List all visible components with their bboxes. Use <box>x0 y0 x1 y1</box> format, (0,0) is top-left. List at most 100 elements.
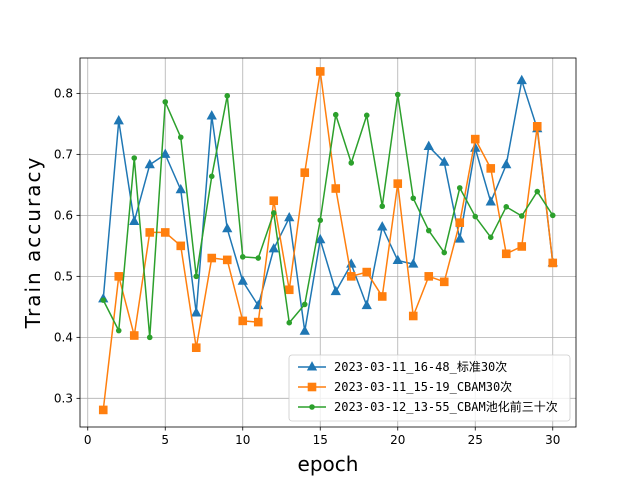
y-tick-label: 0.6 <box>54 208 73 222</box>
x-tick-label: 15 <box>313 433 328 447</box>
data-point-series-3 <box>270 210 277 216</box>
legend-label: 2023-03-12_13-55_CBAM池化前三十次 <box>334 399 558 414</box>
data-point-series-1 <box>206 110 217 120</box>
data-point-series-1 <box>175 183 186 194</box>
data-point-series-3 <box>425 227 432 234</box>
data-point-series-1 <box>237 275 248 285</box>
series-1 <box>98 74 558 335</box>
data-point-series-3 <box>410 195 417 202</box>
data-point-series-3 <box>239 254 246 260</box>
data-point-series-2 <box>300 168 310 177</box>
x-tick-label: 20 <box>390 433 405 447</box>
data-point-series-3 <box>286 319 293 326</box>
data-point-series-3 <box>146 334 153 341</box>
data-point-series-3 <box>348 160 355 166</box>
data-point-series-2 <box>253 317 263 327</box>
data-point-series-3 <box>224 93 231 99</box>
data-point-series-2 <box>222 255 232 265</box>
legend-label: 2023-03-11_15-19_CBAM30次 <box>334 380 512 394</box>
data-point-series-2 <box>408 311 418 321</box>
data-point-series-2 <box>98 405 108 415</box>
data-point-series-3 <box>472 213 479 220</box>
data-point-series-3 <box>503 204 510 210</box>
data-point-series-3 <box>162 99 169 105</box>
data-point-series-1 <box>113 114 124 125</box>
data-point-series-2 <box>501 249 511 259</box>
data-point-series-1 <box>222 222 233 233</box>
series-2 <box>98 67 558 415</box>
x-tick-label: 25 <box>468 433 483 447</box>
data-point-series-3 <box>131 155 138 161</box>
y-tick-label: 0.4 <box>54 330 73 344</box>
data-point-series-2 <box>532 122 542 131</box>
data-point-series-2 <box>207 253 217 263</box>
data-point-series-1 <box>315 233 326 244</box>
data-point-series-2 <box>470 134 480 144</box>
data-point-series-2 <box>238 316 248 326</box>
data-point-series-1 <box>144 158 155 169</box>
data-point-series-2 <box>393 179 403 188</box>
data-point-series-1 <box>160 148 171 158</box>
data-point-series-3 <box>193 273 200 280</box>
series-line-3 <box>102 93 554 339</box>
data-point-series-2 <box>346 272 356 281</box>
data-point-series-1 <box>330 285 341 296</box>
data-point-series-3 <box>177 134 184 141</box>
data-point-series-3 <box>549 212 556 219</box>
data-point-series-1 <box>306 361 318 371</box>
data-point-series-3 <box>518 213 525 219</box>
data-point-series-3 <box>487 234 494 241</box>
y-tick-label: 0.7 <box>54 147 73 161</box>
legend-entry-1: 2023-03-11_16-48_标准30次 <box>298 360 507 374</box>
data-point-series-3 <box>363 112 370 119</box>
data-point-series-1 <box>516 74 527 85</box>
legend-entry-3: 2023-03-12_13-55_CBAM池化前三十次 <box>298 399 558 414</box>
data-point-series-3 <box>534 188 541 195</box>
data-point-series-2 <box>455 218 465 227</box>
data-point-series-3 <box>208 173 215 180</box>
data-point-series-3 <box>441 249 448 256</box>
legend-entry-2: 2023-03-11_15-19_CBAM30次 <box>298 380 512 394</box>
data-point-series-2 <box>439 277 449 287</box>
data-point-series-2 <box>315 67 325 76</box>
data-point-series-2 <box>114 272 124 281</box>
series-line-1 <box>102 79 554 332</box>
data-point-series-1 <box>299 325 310 335</box>
data-point-series-2 <box>548 258 558 268</box>
data-point-series-2 <box>145 228 155 237</box>
data-point-series-3 <box>115 327 122 334</box>
y-tick-label: 0.5 <box>54 269 73 283</box>
data-point-series-1 <box>361 299 372 310</box>
data-point-series-1 <box>408 258 419 268</box>
data-point-series-2 <box>191 343 201 353</box>
plot-frame <box>79 57 577 428</box>
data-point-series-3 <box>100 297 107 303</box>
data-point-series-3 <box>456 185 463 191</box>
data-point-series-2 <box>284 285 294 295</box>
series-3 <box>100 91 556 341</box>
data-point-series-1 <box>454 233 465 243</box>
legend-label: 2023-03-11_16-48_标准30次 <box>334 360 507 374</box>
data-point-series-1 <box>501 158 512 169</box>
x-axis-title: epoch <box>298 452 359 476</box>
x-tick-label: 0 <box>84 433 92 447</box>
data-point-series-2 <box>160 228 170 237</box>
data-point-series-2 <box>269 196 279 206</box>
data-point-series-1 <box>129 215 140 225</box>
data-point-series-2 <box>331 184 341 193</box>
y-tick-label: 0.8 <box>54 86 73 100</box>
data-point-series-2 <box>377 292 387 301</box>
data-point-series-3 <box>394 91 401 98</box>
data-point-series-3 <box>317 217 324 224</box>
data-point-series-3 <box>301 301 308 308</box>
data-point-series-1 <box>377 221 388 231</box>
data-point-series-1 <box>439 156 450 166</box>
x-axis: 0 5 10 15 20 25 30 <box>84 427 560 447</box>
data-point-series-2 <box>129 331 139 340</box>
data-point-series-1 <box>284 211 295 222</box>
legend-box <box>288 354 571 422</box>
data-point-series-1 <box>191 307 202 317</box>
x-tick-label: 30 <box>545 433 560 447</box>
legend: 2023-03-11_16-48_标准30次 2023-03-11_15-19_C… <box>288 354 571 422</box>
